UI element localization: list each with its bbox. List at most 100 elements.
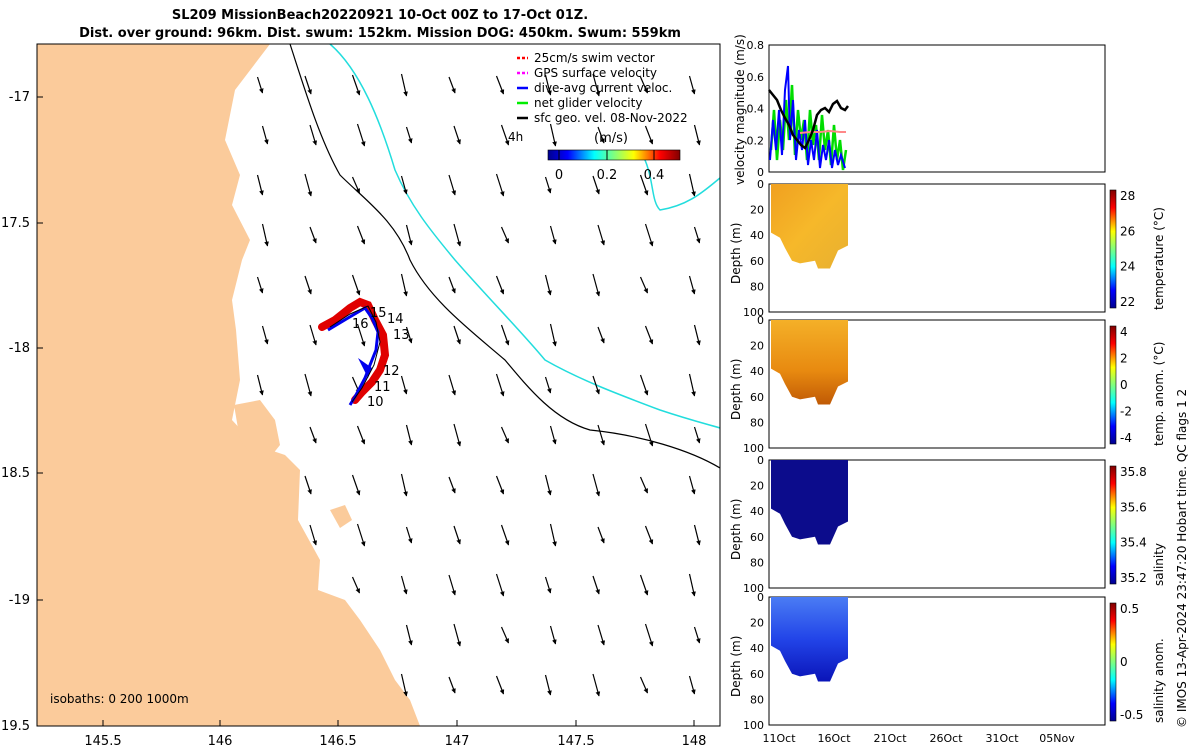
vector-scale-label: 4h bbox=[508, 130, 523, 144]
date-tick-label: 05Nov bbox=[1039, 732, 1075, 745]
depth-axis-label: Depth (m) bbox=[729, 223, 743, 284]
colorbar-tick-label: 26 bbox=[1120, 224, 1135, 238]
lat-tick-label: -19 bbox=[9, 593, 30, 608]
date-tick-label: 21Oct bbox=[873, 732, 907, 745]
geo-velocity-arrow bbox=[356, 123, 366, 147]
lon-tick-label: 145.5 bbox=[84, 734, 121, 749]
geo-velocity-arrow bbox=[309, 324, 318, 346]
dive-avg-current-track bbox=[327, 306, 380, 406]
depth-tick-label: 40 bbox=[750, 229, 764, 242]
colorbar-tick-label: 0.4 bbox=[644, 168, 665, 183]
depth-tick-label: 0 bbox=[757, 178, 764, 191]
colorbar-label: temperature (°C) bbox=[1152, 207, 1166, 310]
island-hinchinbrook bbox=[234, 400, 280, 460]
velocity-tick-label: 0.8 bbox=[747, 39, 765, 52]
depth-tick-label: 0 bbox=[757, 314, 764, 327]
geo-velocity-arrow bbox=[693, 124, 701, 146]
geo-velocity-arrow bbox=[356, 523, 366, 547]
legend-label: dive-avg current veloc. bbox=[534, 81, 672, 95]
depth-tick-label: 40 bbox=[750, 642, 764, 655]
geo-velocity-arrow bbox=[256, 76, 264, 94]
geo-velocity-arrow bbox=[644, 423, 654, 447]
depth-tick-label: 20 bbox=[750, 204, 764, 217]
isobaths-note: isobaths: 0 200 1000m bbox=[50, 692, 189, 706]
profile-colorbar bbox=[1109, 465, 1117, 585]
geo-velocity-arrow bbox=[592, 73, 601, 97]
speed-colorbar-ticks: 0 0.2 0.4 bbox=[555, 150, 664, 183]
swim-vector-track bbox=[318, 297, 390, 404]
colorbar-tick-label: 4 bbox=[1120, 325, 1128, 339]
geo-velocity-arrow bbox=[453, 623, 462, 647]
geo-velocity-arrow bbox=[405, 224, 413, 246]
geo-velocity-arrow bbox=[544, 274, 552, 296]
isobath-200m bbox=[289, 44, 720, 469]
depth-tick-label: 40 bbox=[750, 365, 764, 378]
day-label: 15 bbox=[370, 306, 387, 321]
lat-tick-label: 17.5 bbox=[1, 216, 30, 231]
profile-data-section bbox=[771, 597, 848, 682]
lat-tick-label: 18.5 bbox=[1, 466, 30, 481]
velocity-series-pink bbox=[799, 129, 846, 134]
geo-velocity-arrow bbox=[688, 173, 696, 197]
depth-tick-label: 20 bbox=[750, 480, 764, 493]
colorbar-tick-label: -0.5 bbox=[1120, 708, 1143, 722]
colorbar-tick-label: -2 bbox=[1120, 405, 1132, 419]
geo-velocity-arrow bbox=[356, 225, 366, 245]
geo-velocity-arrow bbox=[592, 175, 600, 195]
lon-tick-label: 148 bbox=[682, 734, 707, 749]
geo-velocity-arrow bbox=[448, 276, 456, 294]
colorbar-tick-label: 35.8 bbox=[1120, 465, 1147, 479]
colorbar-label: salinity anom. bbox=[1152, 638, 1166, 723]
geo-velocity-arrow bbox=[256, 276, 264, 294]
colorbar-label: salinity bbox=[1152, 543, 1166, 586]
colorbar-tick-label: 24 bbox=[1120, 260, 1135, 274]
date-tick-label: 16Oct bbox=[817, 732, 851, 745]
geo-velocity-arrow bbox=[400, 273, 408, 297]
profile-data-section bbox=[771, 320, 848, 405]
geo-velocity-arrow bbox=[405, 526, 413, 544]
velocity-tick-label: 0.4 bbox=[747, 103, 765, 116]
geo-velocity-arrow bbox=[351, 74, 361, 96]
geo-velocity-arrow bbox=[693, 524, 701, 546]
geo-velocity-arrow bbox=[453, 125, 461, 145]
geo-velocity-arrow bbox=[400, 473, 408, 497]
geo-velocity-arrow bbox=[544, 474, 552, 496]
geo-velocity-arrow bbox=[304, 275, 312, 295]
velocity-series-black bbox=[768, 89, 849, 150]
geo-velocity-arrow bbox=[304, 173, 313, 197]
depth-tick-label: 100 bbox=[743, 582, 764, 595]
geo-velocity-arrow bbox=[597, 624, 606, 646]
depth-tick-label: 60 bbox=[750, 668, 764, 681]
legend-label: sfc geo. vel. 08-Nov-2022 bbox=[534, 111, 688, 125]
depth-tick-label: 60 bbox=[750, 531, 764, 544]
geo-velocity-arrow bbox=[639, 76, 649, 94]
geo-velocity-arrow bbox=[309, 426, 317, 444]
geo-velocity-arrow bbox=[500, 426, 510, 444]
profile-colorbar bbox=[1109, 602, 1117, 722]
depth-tick-label: 20 bbox=[750, 340, 764, 353]
day-label: 14 bbox=[387, 312, 404, 327]
geo-velocity-arrow bbox=[351, 474, 361, 496]
geo-velocity-arrow bbox=[592, 575, 600, 595]
geo-velocity-arrow bbox=[400, 673, 408, 697]
geo-velocity-arrow bbox=[448, 374, 457, 396]
colorbar-tick-label: -4 bbox=[1120, 431, 1132, 445]
day-label: 10 bbox=[367, 395, 384, 410]
geo-velocity-arrow bbox=[549, 225, 557, 245]
geo-velocity-arrow bbox=[400, 375, 408, 395]
geo-velocity-arrow bbox=[400, 575, 408, 595]
geo-velocity-arrow bbox=[495, 173, 505, 197]
depth-tick-label: 100 bbox=[743, 442, 764, 455]
depth-axis-label: Depth (m) bbox=[729, 359, 743, 420]
geo-velocity-arrow bbox=[495, 573, 505, 597]
colorbar-tick-label: 22 bbox=[1120, 295, 1135, 309]
geo-velocity-arrow bbox=[495, 373, 505, 397]
geo-velocity-arrow bbox=[639, 174, 649, 196]
plot-title-line1: SL209 MissionBeach20220921 10-Oct 00Z to… bbox=[171, 8, 589, 23]
geo-velocity-arrow bbox=[256, 374, 264, 396]
profile-data-section bbox=[771, 184, 848, 269]
geo-velocity-arrow bbox=[639, 476, 649, 494]
geo-velocity-arrow bbox=[448, 574, 457, 596]
geo-velocity-arrow bbox=[597, 126, 605, 144]
depth-tick-label: 20 bbox=[750, 617, 764, 630]
